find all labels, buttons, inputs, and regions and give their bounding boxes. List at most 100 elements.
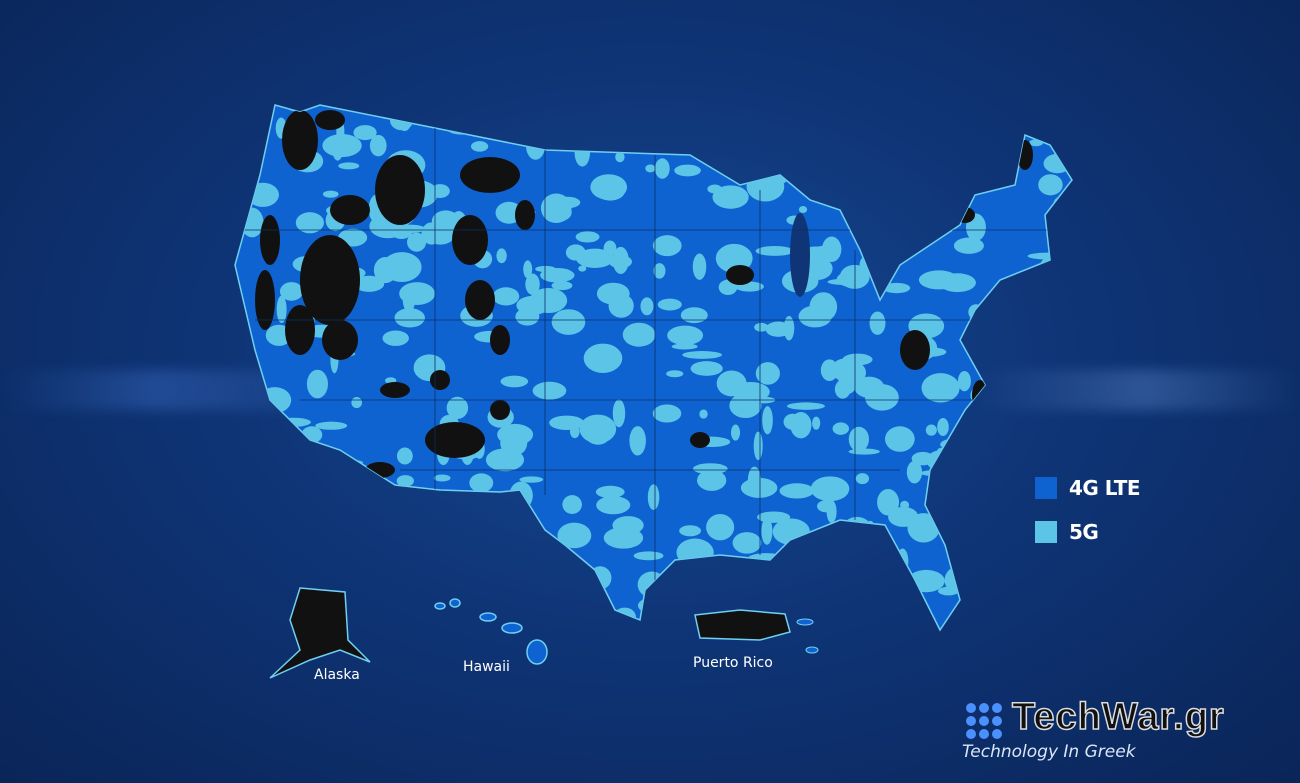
5g-area: [994, 109, 1032, 122]
5g-area: [338, 162, 360, 170]
5g-area: [551, 281, 573, 291]
watermark-subtitle: Technology In Greek: [962, 742, 1136, 762]
5g-area: [496, 248, 507, 264]
5g-area: [978, 332, 1015, 354]
5g-area: [893, 241, 913, 258]
5g-area: [525, 273, 540, 295]
5g-area: [240, 207, 264, 238]
5g-area: [957, 371, 971, 392]
5g-area: [819, 570, 843, 592]
map-legend: 4G LTE 5G: [1035, 476, 1141, 564]
5g-area: [250, 393, 278, 404]
5g-area: [831, 358, 860, 382]
5g-area: [399, 282, 436, 306]
5g-area: [925, 424, 937, 436]
5g-area: [1025, 438, 1058, 465]
5g-area: [797, 595, 834, 622]
5g-area: [583, 343, 623, 373]
5g-area: [596, 495, 631, 515]
5g-area: [967, 439, 998, 467]
5g-area: [885, 426, 915, 452]
5g-area: [355, 487, 381, 517]
5g-area: [1016, 456, 1030, 473]
us-4g-base: [234, 104, 1073, 632]
5g-area: [736, 592, 751, 602]
5g-area: [1038, 255, 1068, 286]
5g-area: [263, 493, 295, 517]
5g-area: [666, 370, 684, 378]
5g-area: [974, 560, 993, 577]
no-coverage-area: [255, 270, 275, 330]
no-coverage-area: [322, 320, 358, 360]
5g-area: [961, 165, 985, 192]
no-coverage-area: [972, 380, 988, 410]
no-coverage-area: [300, 235, 360, 325]
legend-item-5g: 5G: [1035, 520, 1140, 544]
5g-area: [968, 304, 984, 320]
5g-area: [1024, 107, 1057, 129]
5g-area: [744, 105, 779, 124]
5g-area: [492, 287, 520, 306]
5g-area: [667, 325, 704, 346]
5g-area: [833, 171, 846, 200]
5g-area: [295, 212, 324, 234]
5g-area: [1055, 312, 1072, 338]
5g-area: [980, 521, 1000, 544]
5g-area: [416, 105, 427, 121]
5g-area: [252, 536, 265, 549]
legend-label-4g: 4G LTE: [1069, 476, 1141, 500]
5g-area: [603, 240, 617, 257]
5g-area: [235, 367, 240, 386]
5g-area: [883, 282, 911, 294]
5g-area: [529, 287, 568, 314]
5g-area: [712, 185, 749, 209]
5g-area: [235, 521, 266, 547]
5g-area: [427, 544, 462, 558]
5g-area: [864, 384, 899, 411]
5g-area: [446, 396, 469, 419]
5g-area: [251, 409, 268, 422]
no-coverage-area: [282, 110, 318, 170]
5g-area: [729, 393, 762, 419]
5g-area: [280, 430, 303, 440]
no-coverage-area: [330, 195, 370, 225]
alaska-shape: [269, 587, 371, 679]
5g-area: [647, 107, 660, 137]
5g-area: [838, 162, 862, 190]
5g-area: [646, 125, 656, 143]
5g-area: [500, 375, 529, 388]
5g-area: [696, 469, 727, 491]
5g-area: [588, 566, 612, 590]
5g-area: [720, 105, 742, 115]
techwar-logo-icon: [966, 703, 1002, 739]
no-coverage-area: [285, 305, 315, 355]
5g-area: [699, 409, 708, 419]
5g-area: [783, 413, 802, 430]
5g-area: [350, 593, 362, 619]
5g-area: [391, 520, 431, 547]
5g-area: [692, 253, 707, 280]
5g-area: [402, 590, 439, 618]
5g-area: [963, 151, 981, 180]
5g-area: [248, 531, 285, 548]
5g-area: [722, 112, 760, 134]
5g-area: [1055, 203, 1072, 220]
5g-area: [373, 257, 397, 284]
5g-area: [937, 417, 949, 437]
5g-area: [352, 517, 373, 545]
5g-area: [671, 343, 698, 350]
5g-area: [540, 267, 575, 283]
5g-area: [730, 424, 741, 441]
5g-area: [562, 495, 582, 515]
5g-area: [379, 597, 407, 620]
5g-area: [394, 308, 425, 328]
5g-area: [615, 151, 625, 163]
5g-area: [1028, 111, 1041, 139]
5g-area: [829, 550, 865, 580]
5g-area: [989, 509, 1019, 533]
5g-area: [762, 406, 773, 435]
5g-area: [1038, 174, 1063, 196]
5g-area: [674, 164, 701, 177]
5g-area: [765, 321, 791, 337]
